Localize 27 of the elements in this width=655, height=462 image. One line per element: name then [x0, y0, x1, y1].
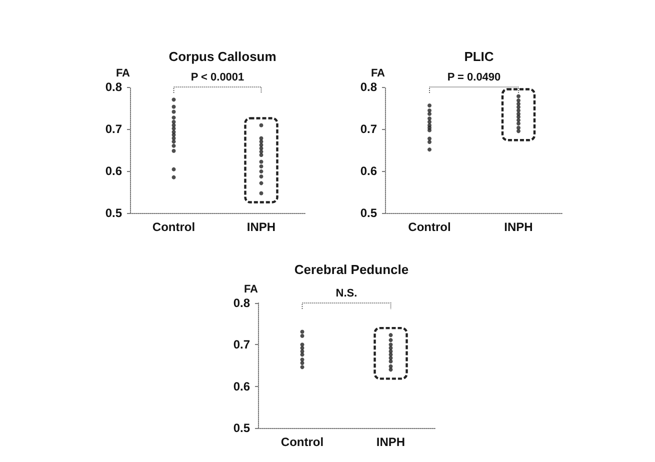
text: P < 0.0001 — [190, 72, 244, 84]
x-tick-label: INPH — [376, 435, 406, 449]
y-tick-label: 0.5 — [105, 206, 122, 220]
x-tick-label: INPH — [504, 220, 533, 234]
chart-title: Cerebral Peduncle — [294, 262, 409, 277]
y-tick-label: 0.7 — [233, 338, 250, 352]
chart-title: Corpus Callosum — [168, 49, 276, 64]
x-tick-label: Control — [408, 220, 451, 234]
y-tick-label: 0.7 — [105, 122, 122, 136]
y-tick-label: 0.8 — [360, 80, 378, 94]
text: P = 0.0490 — [447, 72, 501, 84]
y-tick-label: 0.7 — [360, 122, 378, 136]
y-tick-label: 0.8 — [233, 296, 250, 310]
text: N.S. — [336, 288, 358, 300]
chart-title: PLIC — [464, 49, 494, 64]
x-tick-label: INPH — [246, 220, 276, 234]
x-tick-label: Control — [280, 435, 324, 449]
y-tick-label: 0.5 — [360, 206, 378, 220]
y-axis-title: FA — [244, 284, 258, 296]
y-axis-title: FA — [116, 68, 130, 80]
y-tick-label: 0.6 — [233, 379, 250, 394]
y-tick-label: 0.6 — [360, 164, 378, 178]
y-tick-label: 0.6 — [105, 164, 122, 178]
x-tick-label: Control — [152, 220, 196, 234]
y-axis-title: FA — [370, 68, 386, 80]
y-tick-label: 0.5 — [233, 421, 250, 435]
y-tick-label: 0.8 — [105, 80, 122, 94]
